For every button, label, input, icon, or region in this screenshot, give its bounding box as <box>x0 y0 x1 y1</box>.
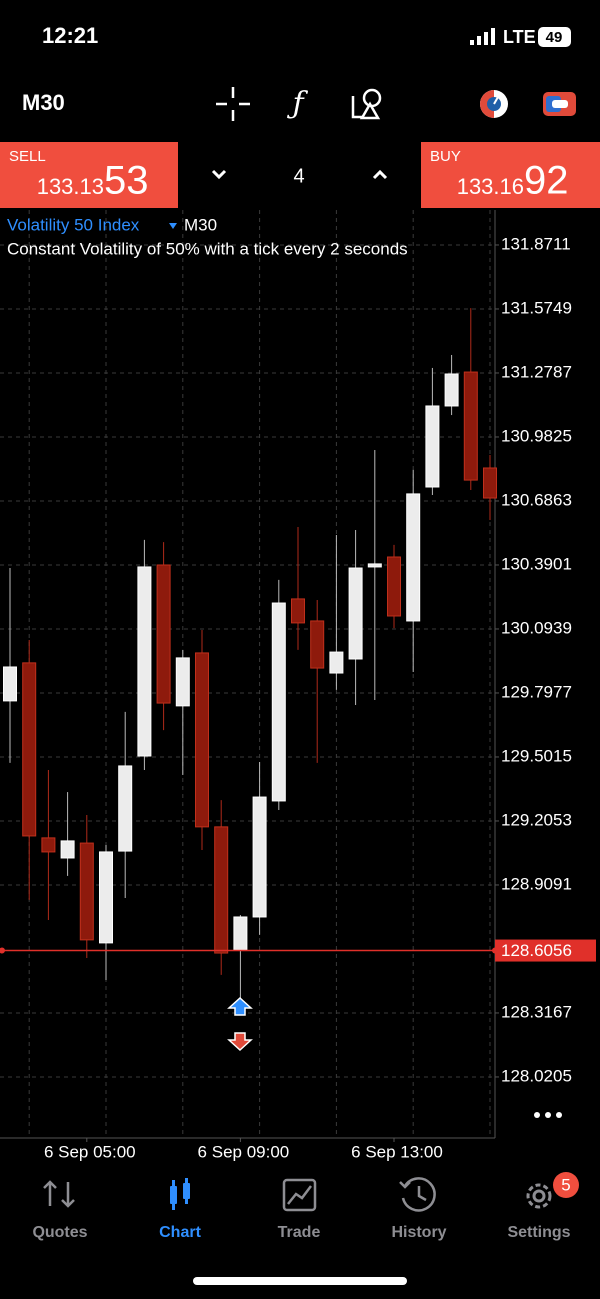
tab-label[interactable]: Chart <box>159 1224 201 1241</box>
tab-bar: Quotes Chart Trade History Settings <box>32 1224 570 1241</box>
y-tick-label: 129.5015 <box>501 746 572 765</box>
tab-label[interactable]: Quotes <box>32 1224 87 1241</box>
sell-button[interactable] <box>0 142 178 208</box>
settings-icon <box>526 1183 552 1209</box>
price-line-dot <box>0 947 5 954</box>
timeframe-button[interactable]: M30 <box>22 90 65 115</box>
chart-timeframe: M30 <box>184 215 217 234</box>
x-tick-label: 6 Sep 13:00 <box>351 1142 443 1161</box>
y-tick-label: 131.5749 <box>501 298 572 317</box>
y-tick-label: 129.7977 <box>501 682 572 701</box>
candle-body <box>444 373 459 407</box>
candle-body <box>79 842 94 941</box>
settings-badge <box>553 1172 579 1198</box>
y-tick-label: 131.2787 <box>501 362 572 381</box>
candle-body <box>310 620 325 669</box>
y-tick-label: 130.3901 <box>501 554 572 573</box>
candle-body <box>175 657 190 707</box>
home-indicator <box>193 1277 407 1285</box>
symbol-dropdown[interactable] <box>169 223 177 229</box>
price-label-dot <box>492 947 498 954</box>
buy-price-big: 92 <box>524 159 569 203</box>
tab-label[interactable]: Settings <box>507 1224 570 1241</box>
price-label-bg <box>495 939 596 962</box>
candle-body <box>406 493 421 622</box>
tab-label[interactable]: Trade <box>278 1224 321 1241</box>
volume-down[interactable] <box>211 169 227 180</box>
y-tick-label: 128.0205 <box>501 1066 572 1085</box>
candle-body <box>60 840 75 859</box>
objects-button[interactable] <box>351 88 382 120</box>
sell-price: 133.13 <box>37 174 104 199</box>
price-label: 128.6056 <box>501 941 572 960</box>
candle-body <box>156 564 171 704</box>
y-tick-label: 129.2053 <box>501 810 572 829</box>
x-tick-label: 6 Sep 05:00 <box>44 1142 136 1161</box>
sell-label: SELL <box>9 148 46 165</box>
candle-body <box>329 651 344 674</box>
sell-price-big: 53 <box>104 159 149 203</box>
candle-body <box>3 666 17 702</box>
candle-body <box>41 837 56 853</box>
candle-body <box>271 602 286 802</box>
y-tick-label: 128.9091 <box>501 874 572 893</box>
candle-body <box>483 467 497 499</box>
battery-level: 49 <box>546 29 563 46</box>
network-type: LTE <box>503 27 536 47</box>
chart-icon <box>170 1178 190 1210</box>
y-tick-label: 131.8711 <box>501 234 571 253</box>
candle-body <box>195 652 209 828</box>
candle-body <box>214 826 229 954</box>
volume[interactable]: 4 <box>293 165 304 187</box>
candle-body <box>99 851 113 944</box>
candle-body <box>137 566 152 757</box>
candle-body <box>118 765 133 852</box>
settings-badge-count: 5 <box>561 1175 570 1194</box>
volume-up[interactable] <box>372 169 388 180</box>
y-tick-label: 130.0939 <box>501 618 572 637</box>
candles <box>3 308 497 1000</box>
candle-body <box>463 371 478 481</box>
symbol-description: Constant Volatility of 50% with a tick e… <box>7 239 408 258</box>
signal-icon <box>470 28 495 45</box>
y-tick-label: 128.3167 <box>501 1002 572 1021</box>
candle-body <box>233 916 248 951</box>
crosshair-button[interactable] <box>216 87 250 121</box>
sell-marker <box>227 1032 253 1052</box>
buy-marker <box>227 996 253 1016</box>
candle-body <box>387 556 401 617</box>
buy-label: BUY <box>430 148 461 165</box>
more-button[interactable] <box>534 1112 562 1118</box>
history-icon <box>399 1177 436 1212</box>
quotes-icon <box>43 1180 75 1208</box>
x-tick-label: 6 Sep 09:00 <box>198 1142 290 1161</box>
candle-body <box>291 598 305 624</box>
buy-price: 133.16 <box>457 174 524 199</box>
battery-icon <box>538 27 571 47</box>
candle-body <box>252 796 267 918</box>
buy-button[interactable] <box>421 142 600 208</box>
one-click-button[interactable] <box>480 90 508 118</box>
symbol-name[interactable]: Volatility 50 Index <box>7 215 140 234</box>
indicators-button[interactable]: ƒ <box>286 86 308 121</box>
trade-icon <box>282 1178 317 1212</box>
candle-body <box>367 563 382 568</box>
trade-button[interactable] <box>543 92 576 116</box>
candle-body <box>425 405 440 488</box>
status-time: 12:21 <box>42 23 98 48</box>
candle-body <box>348 567 363 660</box>
y-tick-label: 130.6863 <box>501 490 572 509</box>
tab-label[interactable]: History <box>391 1224 446 1241</box>
candle-body <box>22 662 37 837</box>
y-tick-label: 130.9825 <box>501 426 572 445</box>
